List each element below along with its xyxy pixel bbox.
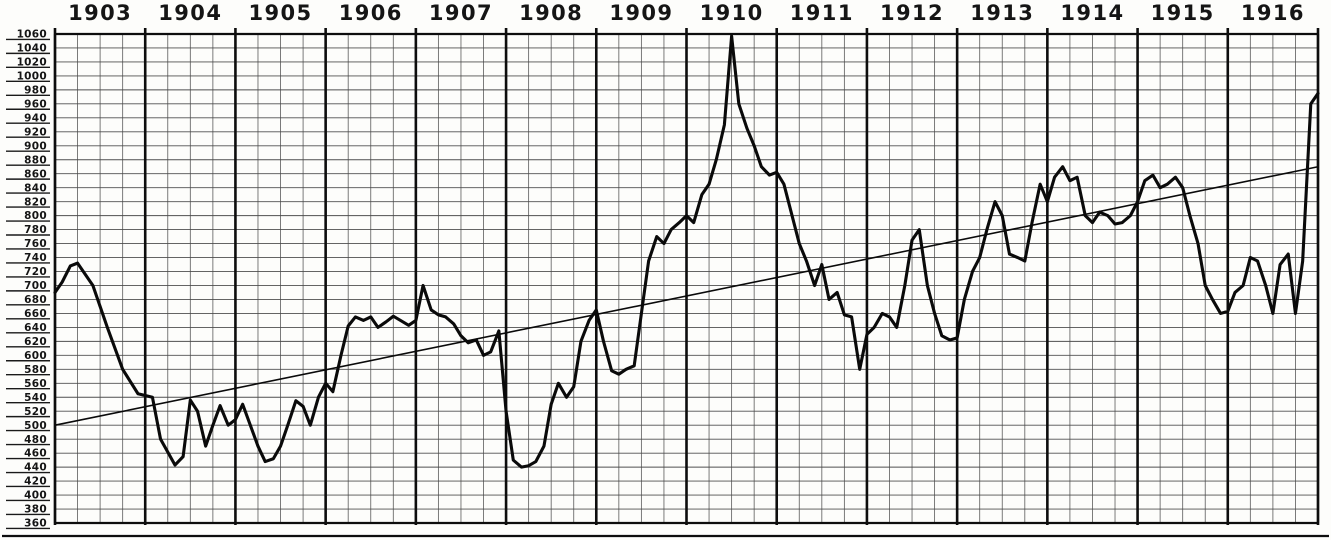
y-axis-tick-label: 840: [24, 182, 47, 194]
y-axis-tick-label: 720: [24, 266, 47, 278]
y-axis-tick-label: 800: [24, 210, 47, 222]
year-label-1916: 1916: [1241, 1, 1305, 25]
year-label-1913: 1913: [970, 1, 1034, 25]
year-label-1910: 1910: [700, 1, 764, 25]
y-axis-tick-label: 740: [24, 252, 47, 264]
y-axis-tick-label: 980: [24, 84, 47, 96]
year-label-1912: 1912: [880, 1, 944, 25]
data-curve: [53, 34, 1320, 469]
y-axis-tick-label: 560: [24, 378, 47, 390]
year-label-1915: 1915: [1151, 1, 1215, 25]
y-axis-tick-label: 440: [24, 462, 47, 474]
y-axis-tick-label: 380: [24, 504, 47, 516]
y-axis-tick-label: 1060: [17, 29, 47, 41]
y-axis-tick-label: 420: [24, 476, 47, 488]
y-axis-tick-label: 460: [24, 448, 47, 460]
y-axis-label-underlines: [6, 38, 50, 530]
y-axis-tick-label: 1040: [17, 43, 47, 55]
y-axis-tick-label: 820: [24, 196, 47, 208]
y-axis-tick-label: 600: [24, 350, 47, 362]
year-label-1907: 1907: [429, 1, 493, 25]
y-axis-tick-label: 660: [24, 308, 47, 320]
y-axis-tick-label: 680: [24, 294, 47, 306]
year-label-1909: 1909: [609, 1, 673, 25]
year-label-1908: 1908: [519, 1, 583, 25]
y-axis-tick-label: 500: [24, 420, 47, 432]
y-axis-tick-label: 520: [24, 406, 47, 418]
y-axis-tick-label: 920: [24, 126, 47, 138]
y-axis-tick-label: 760: [24, 238, 47, 250]
year-label-1903: 1903: [68, 1, 132, 25]
y-axis-tick-label: 540: [24, 392, 47, 404]
year-label-1906: 1906: [339, 1, 403, 25]
y-axis-tick-label: 480: [24, 434, 47, 446]
y-axis-tick-label: 400: [24, 490, 47, 502]
y-axis-tick-label: 960: [24, 98, 47, 110]
year-label-1914: 1914: [1060, 1, 1124, 25]
y-axis-tick-label: 1020: [17, 57, 47, 69]
y-axis-tick-label: 620: [24, 336, 47, 348]
y-axis-tick-label: 860: [24, 168, 47, 180]
year-label-1905: 1905: [249, 1, 313, 25]
year-label-1911: 1911: [790, 1, 854, 25]
y-axis-tick-label: 360: [24, 518, 47, 530]
y-axis-tick-label: 580: [24, 364, 47, 376]
year-axis-labels: 1903 1904 1905 1906 1907 1908 1909 1910 1911 1912…: [68, 1, 1305, 25]
y-axis-tick-label: 880: [24, 154, 47, 166]
y-axis-tick-label: 900: [24, 140, 47, 152]
observed-data-series: [53, 34, 1320, 469]
chart-frame: [2, 32, 1329, 538]
y-axis-tick-label: 780: [24, 224, 47, 236]
y-axis-tick-label: 700: [24, 280, 47, 292]
y-axis-tick-label: 640: [24, 322, 47, 334]
trend-line-series: [54, 165, 1319, 426]
year-label-1904: 1904: [158, 1, 222, 25]
trend-line: [54, 165, 1319, 426]
y-axis-tick-label: 1000: [17, 71, 47, 83]
y-axis-tick-label: 940: [24, 112, 47, 124]
